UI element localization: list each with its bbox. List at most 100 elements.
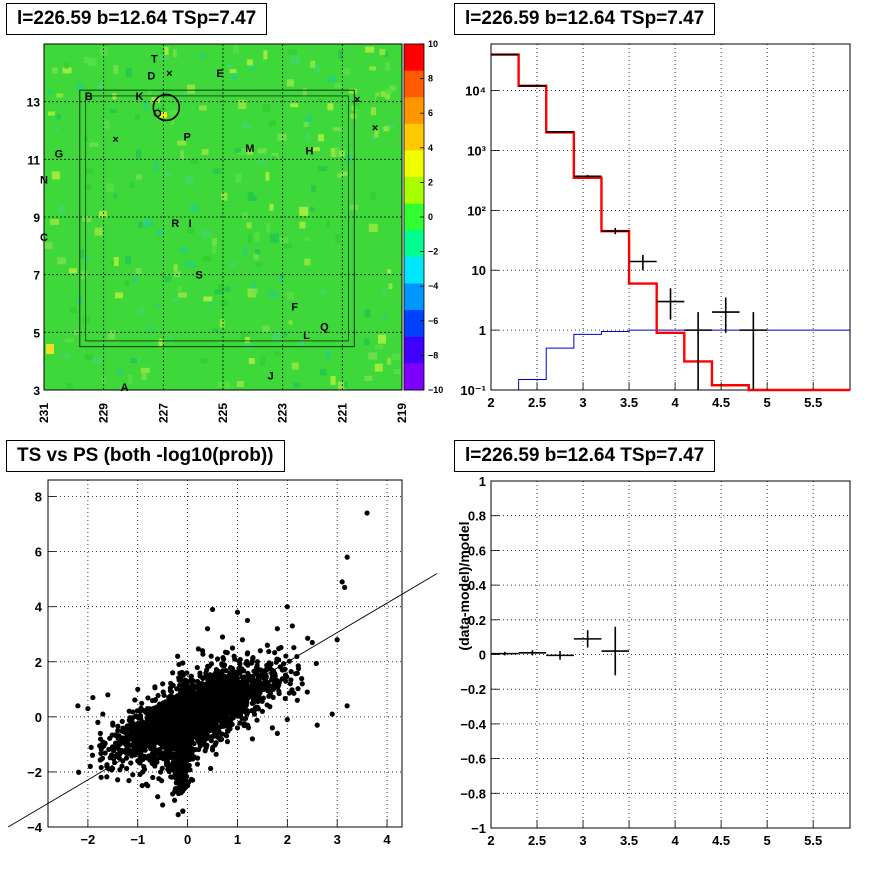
- ts-ps-point-4: [284, 604, 290, 610]
- ts-ps-point: [221, 662, 228, 668]
- sky-map-noise: [286, 291, 294, 300]
- ts-ps-point: [106, 746, 112, 753]
- sky-map-noise: [247, 196, 257, 202]
- ts-ps-point: [262, 668, 268, 674]
- ts-ps-point: [180, 700, 186, 706]
- sky-map-noise: [113, 65, 119, 75]
- sky-map-label-E: E: [216, 68, 223, 80]
- ts-ps-point-22: [97, 730, 103, 736]
- ts-ps-point: [226, 676, 232, 682]
- spectrum-xtick-6: 5: [764, 395, 771, 410]
- sky-map-noise: [283, 243, 292, 249]
- sky-map-noise: [270, 233, 280, 243]
- ts-ps-point-7: [274, 626, 280, 632]
- sky-map-noise: [290, 103, 299, 108]
- sky-map-label-P: P: [184, 131, 191, 143]
- ts-ps-point: [255, 698, 261, 705]
- ts-ps-point: [149, 727, 156, 733]
- residual-ytick-3: −0.4: [460, 717, 486, 732]
- ts-ps-point: [174, 693, 180, 699]
- residual-xtick-1: 2.5: [528, 833, 546, 848]
- sky-map-noise: [242, 212, 249, 220]
- ts-ps-point: [164, 723, 170, 730]
- ts-ps-point: [142, 721, 148, 727]
- sky-map-noise: [169, 110, 178, 116]
- sky-map-noise: [125, 67, 132, 77]
- ts-ps-point: [115, 777, 121, 783]
- ts-ps-point-6: [334, 637, 340, 643]
- colorbar-segment-12: [404, 363, 424, 391]
- sky-map-label-H: H: [306, 146, 314, 158]
- ts-ps-point: [140, 740, 146, 746]
- sky-map-noise: [159, 55, 169, 60]
- sky-map-noise: [375, 92, 381, 101]
- ts-ps-point: [110, 765, 116, 772]
- sky-map-noise: [350, 113, 357, 119]
- spectrum-model: [491, 53, 850, 392]
- sky-map-noise: [173, 264, 178, 272]
- sky-map-noise: [212, 246, 217, 254]
- ts-ps-point: [282, 695, 288, 702]
- sky-map-noise: [115, 369, 123, 375]
- sky-map-noise: [369, 66, 377, 71]
- sky-map-noise: [84, 256, 91, 261]
- ts-ps-point: [196, 716, 203, 722]
- sky-map-noise: [242, 246, 247, 255]
- sky-map-noise: [279, 274, 284, 283]
- ts-ps-point: [157, 769, 164, 775]
- ts-ps-point: [270, 686, 276, 692]
- ts-ps-point: [182, 743, 188, 749]
- ts-ps-point: [155, 692, 161, 699]
- spectrum-ytick-2: 10: [472, 263, 486, 278]
- sky-map-noise: [310, 60, 316, 68]
- ts-ps-point: [213, 751, 219, 757]
- sky-map-noise: [371, 134, 376, 142]
- ts-ps-point: [140, 726, 147, 732]
- sky-map-noise: [337, 173, 344, 179]
- ts-ps-point-47: [219, 634, 226, 640]
- sky-map-noise: [49, 218, 59, 225]
- colorbar-segment-9: [404, 283, 424, 311]
- ts-ps-point: [267, 704, 273, 710]
- ts-ps-point: [197, 670, 203, 676]
- sky-map-xtick-3: 225: [216, 403, 230, 423]
- ts-ps-point: [147, 736, 154, 742]
- sky-map-frame: [43, 43, 403, 391]
- ts-ps-point-50: [229, 645, 236, 651]
- ts-ps-ytick-3: 2: [35, 655, 42, 670]
- colorbar-segment-5: [404, 177, 424, 205]
- colorbar-segment-3: [404, 123, 424, 151]
- ts-ps-point-3: [342, 584, 348, 591]
- sky-map-noise: [98, 211, 107, 219]
- sky-map-noise: [185, 261, 195, 268]
- ts-ps-point: [249, 658, 255, 665]
- ts-ps-point: [170, 760, 176, 766]
- sky-map-noise: [149, 69, 154, 75]
- spectrum-ytick-3: 10²: [467, 203, 486, 218]
- residual-xtick-3: 3.5: [620, 833, 638, 848]
- sky-map-noise: [287, 48, 297, 55]
- ts-ps-point: [112, 759, 118, 766]
- ts-ps-point-27: [140, 769, 146, 775]
- sky-map-xtick-4: 223: [276, 403, 290, 423]
- ts-ps-point: [152, 747, 158, 753]
- ts-ps-point: [164, 717, 170, 724]
- sky-map-noise: [246, 59, 253, 66]
- sky-map-noise: [326, 220, 331, 227]
- sky-map-noise: [47, 90, 53, 95]
- ts-ps-xtick-4: 2: [284, 832, 291, 847]
- ts-ps-point: [282, 672, 289, 678]
- ts-ps-point: [168, 703, 174, 709]
- ts-ps-point-17: [85, 705, 91, 712]
- sky-map-noise: [157, 106, 166, 113]
- ts-ps-point: [205, 663, 211, 669]
- ts-ps-point-2: [339, 579, 345, 585]
- sky-map-noise: [187, 84, 196, 94]
- ts-ps-point: [195, 691, 201, 697]
- ts-ps-point: [194, 711, 200, 717]
- ts-ps-point-12: [264, 642, 270, 648]
- sky-map-noise: [62, 67, 72, 74]
- sky-map-noise: [263, 50, 268, 60]
- ts-ps-point: [115, 723, 121, 729]
- sky-map-noise: [327, 103, 334, 111]
